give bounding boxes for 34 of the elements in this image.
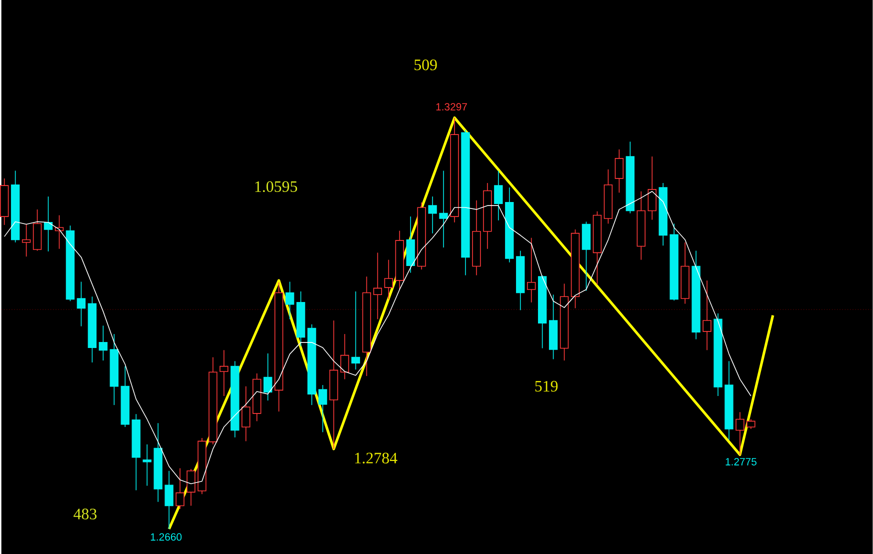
candlestick	[176, 468, 184, 510]
candlestick	[318, 384, 328, 433]
candlestick	[746, 418, 756, 430]
candlestick	[98, 325, 108, 361]
candlestick	[351, 291, 360, 370]
candlestick	[142, 444, 152, 486]
candlestick	[527, 237, 536, 303]
annotation: 1.2660	[150, 533, 182, 541]
annotation: 1.2775	[726, 458, 756, 466]
candlestick	[384, 259, 393, 300]
candlestick	[164, 470, 174, 530]
annotation: 1.2784	[355, 452, 398, 464]
candlestick	[242, 386, 250, 442]
annotation: 519	[535, 380, 558, 392]
candlestick	[76, 281, 86, 327]
candlestick	[264, 353, 272, 401]
candlestick	[736, 412, 744, 456]
text: 509	[414, 60, 437, 70]
annotation: 483	[74, 508, 97, 520]
candlestick	[373, 252, 382, 320]
candlestick	[428, 196, 437, 234]
candlestick	[614, 149, 624, 194]
candlestick	[186, 468, 196, 506]
candlestick	[648, 156, 656, 220]
candlestick	[439, 170, 448, 248]
candlestick	[702, 280, 712, 351]
candlestick	[220, 350, 228, 396]
candlestick	[340, 334, 350, 380]
candlestick	[22, 224, 31, 257]
candlestick	[494, 170, 503, 221]
candlestick	[44, 196, 53, 252]
candlestick	[285, 281, 294, 320]
annotation: 1.0595	[255, 181, 298, 192]
annotation: 1.3297	[436, 103, 467, 111]
